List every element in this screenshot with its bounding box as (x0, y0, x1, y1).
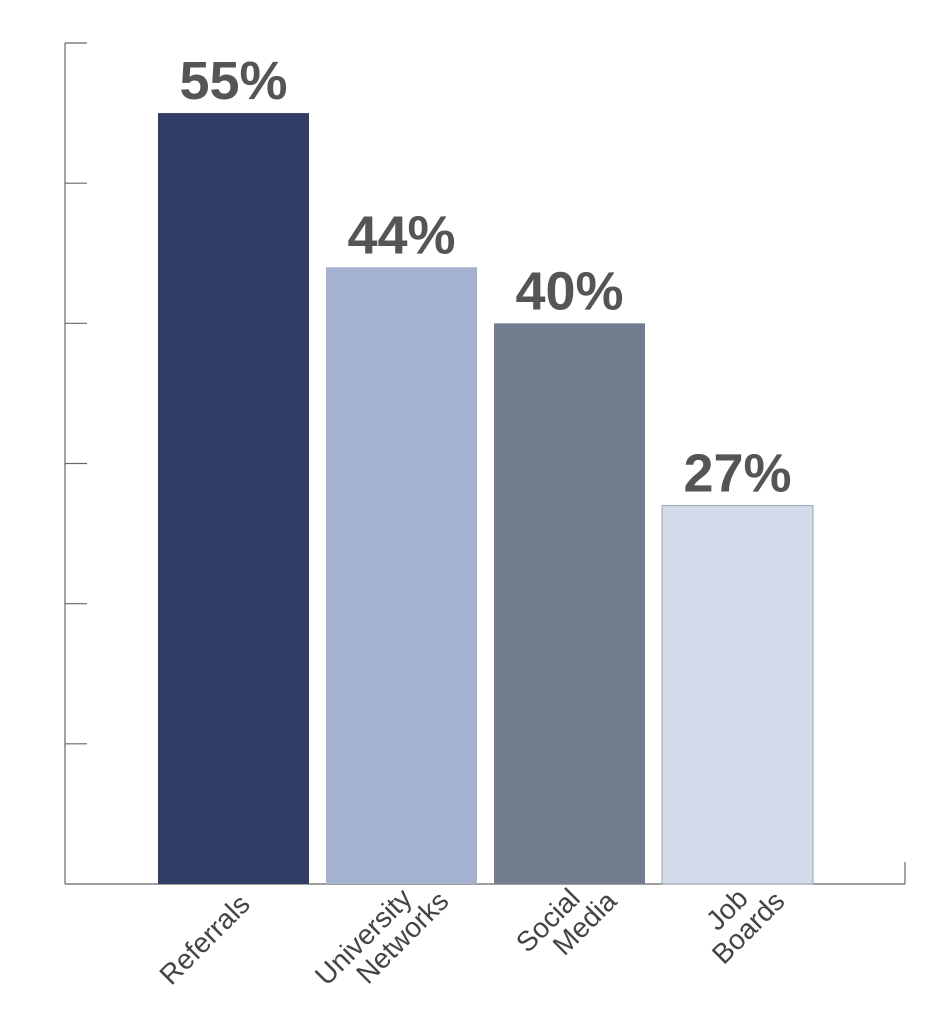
bar (661, 505, 814, 885)
x-tick-label: Referrals (153, 888, 255, 990)
value-label: 44% (347, 205, 455, 265)
value-label: 40% (515, 261, 623, 321)
x-tick-label: UniversityNetworks (309, 865, 455, 1011)
bar (158, 113, 309, 885)
value-label: 27% (683, 444, 791, 504)
bar (326, 267, 477, 884)
bar (494, 323, 645, 884)
value-label: 55% (179, 51, 287, 111)
